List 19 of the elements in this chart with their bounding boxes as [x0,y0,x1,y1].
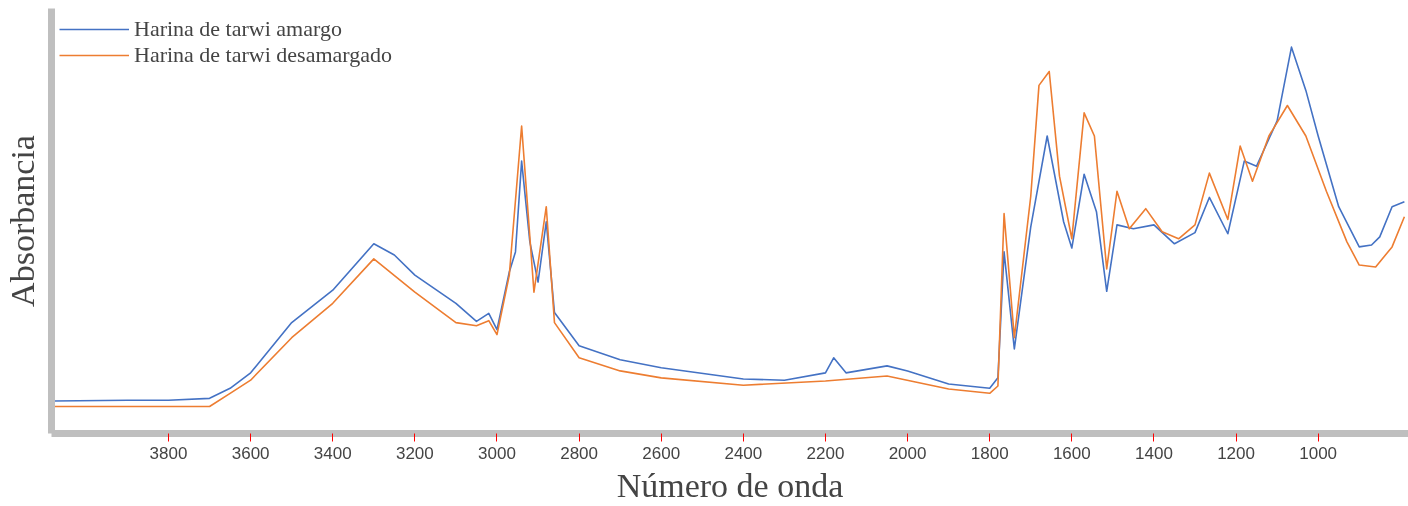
x-tick-label: 1600 [1052,443,1091,463]
x-tick-label: 1000 [1299,443,1338,463]
x-tick-label: 1800 [970,443,1009,463]
legend-label: Harina de tarwi desamargado [134,42,392,68]
x-tick-label: 1200 [1217,443,1255,463]
x-tick-label: 2600 [642,443,681,463]
x-tick-label: 2400 [724,443,763,463]
x-tick-label: 2000 [888,443,927,463]
x-tick-label: 2200 [806,443,845,463]
legend-label: Harina de tarwi amargo [134,16,342,42]
x-axis-title: Número de onda [616,466,844,504]
x-tick-label: 3000 [478,443,516,463]
x-tick-label: 3800 [149,443,188,463]
x-tick-label: 1400 [1135,443,1173,463]
y-axis-title: Absorbancia [3,135,41,307]
x-tick-label: 2800 [560,443,599,463]
x-tick-label: 3600 [231,443,270,463]
x-tick-label: 3400 [313,443,352,463]
x-tick-label: 3200 [395,443,434,463]
